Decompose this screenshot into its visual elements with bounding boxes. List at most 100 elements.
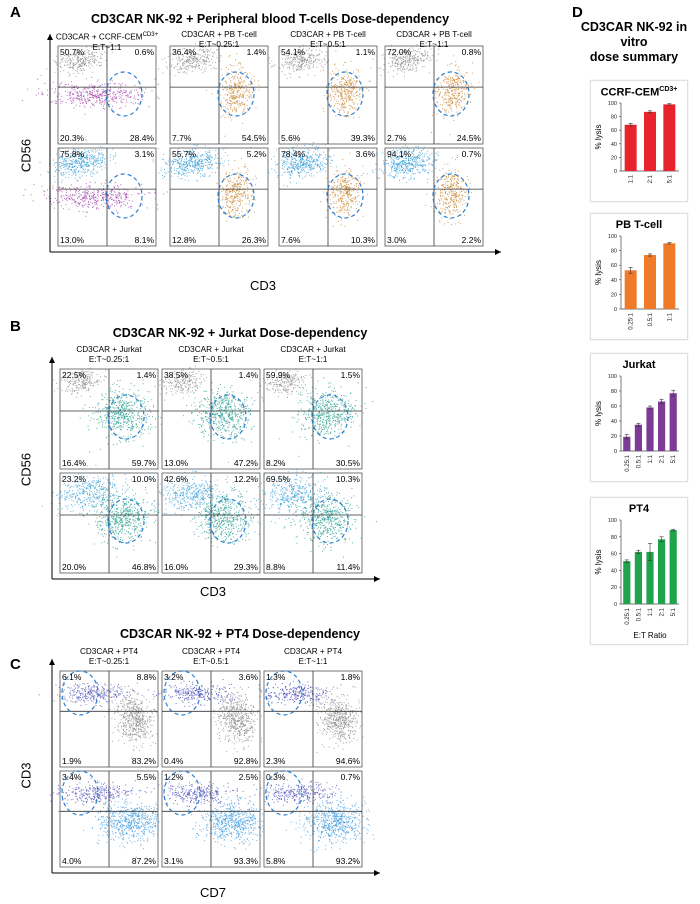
quadrant-label-ll: 4.0% [62, 856, 82, 866]
flow-plot: 55.7% 5.2% 12.8% 26.3% [152, 135, 269, 247]
x-tick-label: 0.5:1 [648, 312, 654, 326]
quadrant-label-lr: 83.2% [132, 756, 157, 766]
axis-arrows [49, 357, 380, 582]
x-tick-label: 1:1 [648, 454, 654, 463]
bar-chart-title: CCRF-CEMCD3+ [600, 86, 678, 99]
bar [634, 424, 642, 451]
column-label: CD3CAR + PT4 E:T~1:1 [258, 647, 368, 667]
column-label: CD3CAR + PT4 E:T~0.5:1 [156, 647, 266, 667]
flow-plot: 0.3% 0.7% 5.8% 93.2% [254, 770, 375, 868]
axis-arrows [47, 34, 501, 255]
column-label-sup: CD3+ [142, 32, 159, 38]
quadrant-label-ul: 36.4% [172, 47, 197, 57]
column-label-line1: CD3CAR + PT4 [79, 647, 138, 656]
bar-chart-box: CCRF-CEMCD3+ 0 20 40 60 80 100 % lysis 1:1 2:1 5:1 [590, 80, 688, 202]
quadrant-label-ul: 3.4% [62, 772, 82, 782]
section-b-xlabel: CD3 [200, 584, 227, 599]
section-c-title: CD3CAR NK-92 + PT4 Dose-dependency [120, 627, 360, 641]
flow-plot: 22.5% 1.4% 16.4% 59.7% [53, 367, 162, 470]
bar-chart-xlabel: E:T Ratio [633, 631, 667, 640]
quadrant-label-lr: 93.2% [336, 856, 361, 866]
quadrant-label-ur: 0.7% [462, 149, 482, 159]
x-tick-label: 0.25:1 [625, 607, 631, 624]
bar [646, 551, 654, 604]
column-label-line1: CD3CAR + PB T-cell [181, 30, 257, 39]
bar [663, 243, 676, 309]
bar-chart-title: Jurkat [622, 359, 656, 371]
x-tick-label: 5:1 [671, 607, 677, 616]
x-tick-label: 5:1 [671, 454, 677, 463]
quadrant-label-ul: 0.3% [266, 772, 286, 782]
quadrant-label-ur: 3.1% [135, 149, 155, 159]
bar [646, 407, 654, 451]
x-tick-label: 1:1 [667, 312, 673, 321]
y-tick-label: 0 [614, 449, 617, 455]
flow-cytometry-figure: 50.7% 0.6%20.3% 28.4%36.4% 1.4%7.7% 54.5%54.… [21, 34, 501, 876]
section-d-title-line1: CD3CAR NK-92 in vitro [580, 20, 688, 49]
quadrant-label-ur: 5.2% [247, 149, 267, 159]
flow-plot: 50.7% 0.6% 20.3% 28.4% [21, 41, 180, 145]
gate-circle [163, 770, 201, 816]
x-tick-label: 0.25:1 [629, 312, 635, 329]
quadrant-label-ur: 0.6% [135, 47, 155, 57]
bar-chart-title: PB T-cell [615, 219, 663, 231]
quadrant-label-ll: 5.6% [281, 133, 301, 143]
quadrant-label-lr: 39.3% [351, 133, 376, 143]
quadrant-label-lr: 24.5% [457, 133, 482, 143]
quadrant-label-lr: 29.3% [234, 562, 259, 572]
bar [624, 270, 637, 309]
gate-circle [107, 498, 145, 544]
section-a-xlabel: CD3 [250, 278, 277, 293]
flow-plot: 72.0% 0.8% 2.7% 24.5% [369, 44, 484, 145]
section-d-title: CD3CAR NK-92 in vitro dose summary [570, 20, 698, 65]
y-tick-label: 80 [611, 389, 617, 395]
column-label-line2: E:T~0.25:1 [88, 657, 130, 666]
x-tick-label: 2:1 [660, 454, 666, 463]
bar-chart-box: Jurkat 0 20 40 60 80 100 % lysis 0.25:1 0.5:1 1:1 2… [590, 353, 688, 482]
column-label: CD3CAR + CCRF-CEMCD3+ E:T~1:1 [52, 30, 162, 53]
bar [623, 561, 631, 604]
quadrant-label-ul: 55.7% [172, 149, 197, 159]
bar [644, 111, 656, 171]
flow-plot: 69.5% 10.3% 8.8% 11.4% [252, 463, 377, 574]
column-label-line2: E:T~1:1 [92, 42, 122, 52]
quadrant-label-ll: 3.0% [387, 235, 407, 245]
flow-plot: 3.2% 3.6% 0.4% 92.8% [141, 670, 263, 768]
column-label-line1: CD3CAR + CCRF-CEMCD3+ [55, 32, 159, 42]
bar-chart-ylabel: % lysis [594, 125, 603, 150]
quadrant-label-ll: 20.0% [62, 562, 87, 572]
quadrant-label-ul: 3.2% [164, 672, 184, 682]
column-label: CD3CAR + PB T-cell E:T~0.5:1 [273, 30, 383, 50]
quadrant-label-ll: 8.2% [266, 458, 286, 468]
quadrant-label-ll: 8.8% [266, 562, 286, 572]
quadrant-label-ll: 20.3% [60, 133, 85, 143]
quadrant-label-ul: 59.9% [266, 370, 291, 380]
y-tick-label: 60 [611, 404, 617, 410]
bar [658, 401, 666, 451]
quadrant-label-ur: 1.4% [239, 370, 259, 380]
quadrant-label-lr: 92.8% [234, 756, 259, 766]
quadrant-label-ll: 7.7% [172, 133, 192, 143]
quadrant-label-ul: 50.7% [60, 47, 85, 57]
bar [669, 530, 677, 604]
quadrant-label-lr: 94.6% [336, 756, 361, 766]
gate-circle [209, 498, 247, 544]
gate-circle [311, 394, 349, 440]
quadrant-label-ul: 69.5% [266, 474, 291, 484]
panel-letter-d: D [572, 4, 583, 21]
section-a-title: CD3CAR NK-92 + Peripheral blood T-cells … [90, 12, 450, 26]
y-tick-label: 60 [611, 263, 617, 269]
x-tick-label: 0.25:1 [625, 454, 631, 471]
quadrant-label-ul: 1.3% [266, 672, 286, 682]
column-label-line1: CD3CAR + PT4 [283, 647, 342, 656]
y-tick-label: 100 [608, 234, 617, 240]
quadrant-label-ul: 75.8% [60, 149, 85, 159]
quadrant-label-lr: 30.5% [336, 458, 361, 468]
quadrant-label-ll: 2.7% [387, 133, 407, 143]
quadrant-label-ur: 1.4% [137, 370, 157, 380]
flow-plot: 6.1% 8.8% 1.9% 83.2% [38, 670, 168, 768]
quadrant-label-ul: 54.1% [281, 47, 306, 57]
column-label-line1: CD3CAR + PT4 [181, 647, 240, 656]
y-tick-label: 0 [614, 602, 617, 608]
gate-circle [311, 498, 349, 544]
